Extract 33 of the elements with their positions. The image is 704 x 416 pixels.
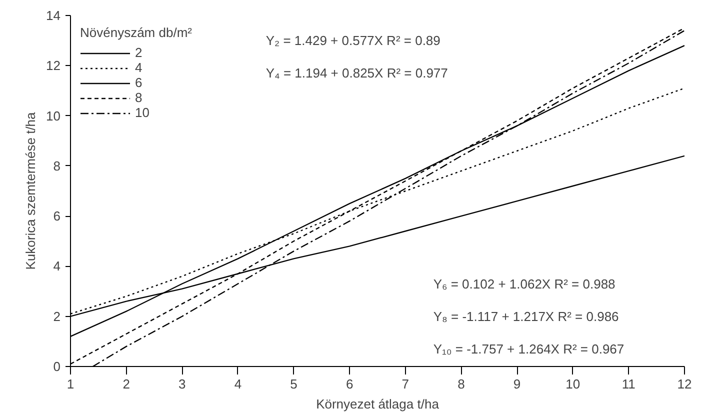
x-tick-label: 9 bbox=[513, 376, 521, 392]
annotation: Y₄ = 1.194 + 0.825X R² = 0.977 bbox=[266, 66, 448, 81]
x-tick-label: 3 bbox=[178, 376, 186, 392]
x-tick-label: 5 bbox=[290, 376, 298, 392]
x-tick-label: 1 bbox=[66, 376, 74, 392]
x-tick-label: 11 bbox=[622, 376, 636, 392]
y-tick-label: 6 bbox=[53, 208, 61, 224]
annotation: Y₁₀ = -1.757 + 1.264X R² = 0.967 bbox=[433, 341, 624, 356]
annotation: Y₈ = -1.117 + 1.217X R² = 0.986 bbox=[433, 308, 619, 324]
x-tick-label: 4 bbox=[234, 376, 242, 392]
y-axis-title: Kukorica szemtermése t/ha bbox=[23, 111, 38, 270]
x-tick-label: 7 bbox=[402, 376, 410, 392]
legend-label: 10 bbox=[135, 105, 150, 120]
legend-title: Növényszám db/m² bbox=[80, 25, 192, 40]
y-tick-label: 2 bbox=[53, 308, 61, 324]
annotation: Y₂ = 1.429 + 0.577X R² = 0.89 bbox=[266, 33, 440, 48]
legend-label: 2 bbox=[135, 45, 144, 60]
x-tick-label: 12 bbox=[677, 376, 692, 392]
annotation: Y₆ = 0.102 + 1.062X R² = 0.988 bbox=[433, 276, 616, 292]
y-tick-label: 14 bbox=[46, 8, 61, 23]
x-tick-label: 8 bbox=[458, 376, 465, 392]
x-tick-label: 2 bbox=[122, 376, 130, 392]
y-tick-label: 8 bbox=[53, 158, 61, 174]
legend-label: 8 bbox=[135, 90, 144, 105]
x-tick-label: 6 bbox=[346, 376, 354, 392]
x-tick-label: 10 bbox=[566, 376, 580, 392]
y-tick-label: 0 bbox=[53, 359, 61, 374]
y-tick-label: 10 bbox=[46, 108, 61, 124]
y-tick-label: 4 bbox=[53, 258, 61, 274]
x-axis-title: Környezet átlaga t/ha bbox=[316, 396, 440, 412]
legend-label: 4 bbox=[135, 60, 144, 75]
legend-label: 6 bbox=[135, 75, 144, 90]
y-tick-label: 12 bbox=[46, 58, 61, 74]
